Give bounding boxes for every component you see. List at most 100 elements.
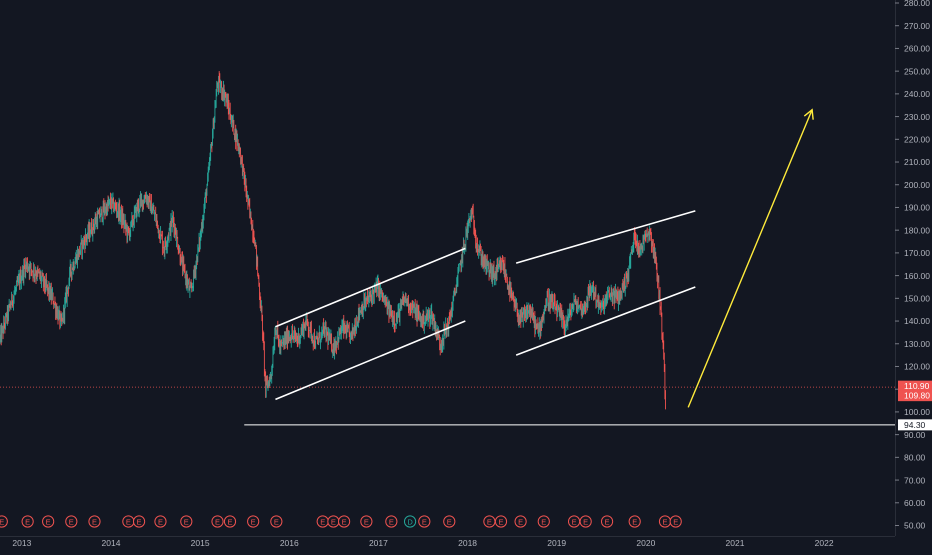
earnings-event-icon[interactable] xyxy=(628,515,641,528)
channel-1-upper-line[interactable] xyxy=(275,247,466,328)
earnings-event-label: D xyxy=(407,518,413,527)
earnings-event-icon[interactable] xyxy=(360,515,373,528)
price-tick-label: 250.00 xyxy=(904,66,930,76)
earnings-event-icon[interactable] xyxy=(418,515,431,528)
time-tick-label: 2015 xyxy=(191,538,210,548)
price-tick-label: 150.00 xyxy=(904,294,930,304)
price-tick-label: 160.00 xyxy=(904,271,930,281)
earnings-event-label: E xyxy=(46,518,51,527)
earnings-event-icon[interactable] xyxy=(669,515,682,528)
last-price-badge-bg xyxy=(898,380,932,392)
earnings-event-icon[interactable] xyxy=(132,515,146,528)
price-tick-label: 230.00 xyxy=(904,112,930,122)
price-tick-label: 210.00 xyxy=(904,157,930,167)
close-price-badge: 109.80 xyxy=(904,391,930,401)
target-arrow-line[interactable] xyxy=(687,109,813,408)
earnings-event-icon[interactable] xyxy=(514,515,527,528)
earnings-event-icon[interactable] xyxy=(494,515,508,528)
price-axis[interactable]: 50.0060.0070.0080.0090.00100.00110.00120… xyxy=(895,0,930,536)
price-tick-label: 140.00 xyxy=(904,316,930,326)
earnings-event-label: E xyxy=(320,518,325,527)
earnings-event-icon[interactable] xyxy=(247,515,260,528)
earnings-event-label: E xyxy=(632,518,637,527)
close-price-badge-bg xyxy=(898,390,932,402)
earnings-event-icon[interactable] xyxy=(180,515,193,528)
earnings-event-icon[interactable] xyxy=(21,515,34,528)
earnings-event-label: E xyxy=(251,518,256,527)
earnings-event-label: E xyxy=(331,518,336,527)
price-tick-label: 200.00 xyxy=(904,180,930,190)
price-tick-label: 260.00 xyxy=(904,44,930,54)
earnings-event-icon[interactable] xyxy=(211,515,224,528)
earnings-event-icon[interactable] xyxy=(337,515,351,528)
earnings-event-label: E xyxy=(498,518,503,527)
earnings-event-label: E xyxy=(92,518,97,527)
earnings-event-icon[interactable] xyxy=(42,515,55,528)
earnings-event-label: E xyxy=(227,518,232,527)
earnings-event-label: E xyxy=(422,518,427,527)
earnings-event-label: E xyxy=(518,518,523,527)
time-tick-label: 2019 xyxy=(547,538,566,548)
earnings-event-label: E xyxy=(126,518,131,527)
last-price-badge: 110.90 xyxy=(904,381,930,391)
earnings-event-icon[interactable] xyxy=(88,515,101,528)
earnings-event-label: E xyxy=(487,518,492,527)
earnings-event-label: E xyxy=(605,518,610,527)
earnings-event-label: E xyxy=(342,518,347,527)
earnings-event-label: E xyxy=(158,518,163,527)
earnings-event-icon[interactable] xyxy=(65,515,78,528)
channel-1-lower-line[interactable] xyxy=(275,320,466,401)
price-tick-label: 270.00 xyxy=(904,21,930,31)
price-tick-label: 120.00 xyxy=(904,362,930,372)
price-tick-label: 180.00 xyxy=(904,225,930,235)
earnings-event-icon[interactable] xyxy=(443,515,456,528)
time-tick-label: 2013 xyxy=(12,538,31,548)
channel-2-lower-line[interactable] xyxy=(515,286,696,356)
earnings-event-label: E xyxy=(572,518,577,527)
earnings-event-icon[interactable] xyxy=(537,515,550,528)
time-tick-label: 2017 xyxy=(369,538,388,548)
earnings-event-label: E xyxy=(389,518,394,527)
earnings-event-icon[interactable] xyxy=(154,515,167,528)
earnings-event-icon[interactable] xyxy=(403,515,417,528)
candles-layer xyxy=(0,71,666,410)
price-tick-label: 90.00 xyxy=(904,430,926,440)
time-tick-label: 2021 xyxy=(726,538,745,548)
time-tick-label: 2016 xyxy=(280,538,299,548)
earnings-event-icon[interactable] xyxy=(270,515,283,528)
earnings-event-label: E xyxy=(69,518,74,527)
channel-2-upper-line[interactable] xyxy=(515,210,696,264)
drawings-layer[interactable] xyxy=(275,108,814,408)
price-tick-label: 50.00 xyxy=(904,521,926,531)
time-axis[interactable]: 2013 2014 2015 2016 2017 2018 2019 2020 2021 2022 xyxy=(0,536,895,549)
earnings-event-label: E xyxy=(663,518,668,527)
earnings-event-label: E xyxy=(673,518,678,527)
target-arrow-head[interactable] xyxy=(803,108,814,120)
price-tick-label: 130.00 xyxy=(904,339,930,349)
price-tick-label: 80.00 xyxy=(904,453,926,463)
earnings-event-label: E xyxy=(25,518,30,527)
time-tick-label: 2022 xyxy=(815,538,834,548)
price-tick-label: 100.00 xyxy=(904,407,930,417)
earnings-event-label: E xyxy=(137,518,142,527)
time-tick-label: 2018 xyxy=(458,538,477,548)
earnings-event-label: E xyxy=(583,518,588,527)
earnings-event-label: E xyxy=(274,518,279,527)
earnings-event-icon[interactable] xyxy=(600,515,614,528)
time-tick-label: 2020 xyxy=(636,538,655,548)
horizontal-lines-layer xyxy=(0,386,895,426)
price-tick-label: 170.00 xyxy=(904,248,930,258)
price-tick-label: 70.00 xyxy=(904,475,926,485)
earnings-event-icon[interactable] xyxy=(385,515,398,528)
earnings-event-label: E xyxy=(0,518,4,527)
earnings-event-icon[interactable] xyxy=(223,515,237,528)
earnings-event-label: E xyxy=(215,518,220,527)
support-price-badge-bg xyxy=(898,419,932,431)
earnings-event-icon[interactable] xyxy=(579,515,592,528)
earnings-event-label: E xyxy=(364,518,369,527)
earnings-event-icon[interactable] xyxy=(0,515,8,528)
